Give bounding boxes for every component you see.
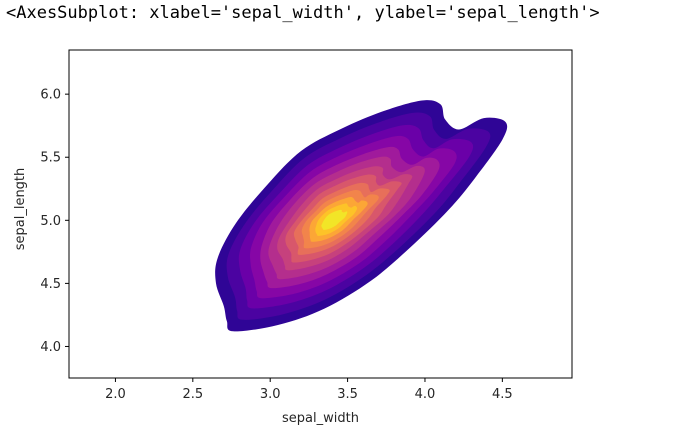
contour-layer (215, 100, 508, 332)
x-axis-label: sepal_width (282, 411, 359, 426)
y-tick-label: 5.0 (40, 214, 61, 229)
y-tick-label: 5.5 (40, 151, 61, 166)
x-tick-label: 4.5 (492, 387, 513, 402)
y-tick-label: 4.5 (40, 277, 61, 292)
x-tick-label: 3.5 (337, 387, 358, 402)
output-repr-text: <AxesSubplot: xlabel='sepal_width', ylab… (6, 3, 600, 23)
y-tick-label: 4.0 (40, 340, 61, 355)
x-tick-label: 2.5 (182, 387, 203, 402)
x-tick-label: 4.0 (415, 387, 436, 402)
y-ticks: 4.0 4.5 5.0 5.5 6.0 (40, 88, 69, 355)
contour-level-13 (321, 209, 348, 230)
axes-frame (68, 49, 573, 379)
y-tick-label: 6.0 (40, 88, 61, 103)
y-axis-label: sepal_length (13, 168, 28, 251)
x-ticks: 2.0 2.5 3.0 3.5 4.0 4.5 (105, 378, 513, 402)
x-tick-label: 3.0 (260, 387, 281, 402)
x-tick-label: 2.0 (105, 387, 126, 402)
